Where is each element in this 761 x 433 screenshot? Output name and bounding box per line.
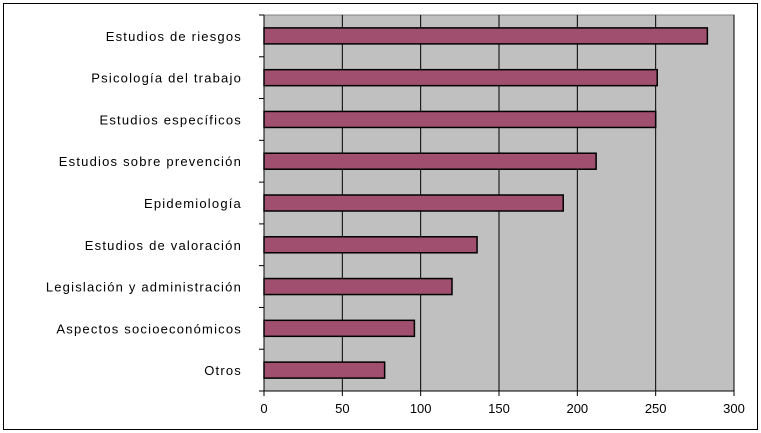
bars: [263, 27, 709, 379]
bar: [263, 277, 453, 296]
category-label: Psicología del trabajo: [91, 71, 242, 86]
bar: [263, 110, 657, 129]
x-tick-label: 50: [335, 401, 349, 416]
x-tick-label: 100: [410, 401, 432, 416]
category-label: Estudios específicos: [99, 112, 242, 127]
category-label: Estudios de riesgos: [106, 29, 242, 44]
category-label: Estudios sobre prevención: [59, 154, 242, 169]
x-tick-label: 200: [566, 401, 588, 416]
bar: [263, 152, 597, 170]
category-label: Legislación y administración: [46, 280, 242, 295]
x-tick-label: 300: [723, 401, 745, 416]
bar: [263, 236, 478, 254]
bar: [263, 361, 386, 379]
category-label: Aspectos socioeconómicos: [56, 321, 242, 336]
bar: [263, 27, 709, 45]
bar: [263, 319, 416, 338]
category-label: Otros: [204, 363, 242, 378]
x-tick-label: 250: [645, 401, 667, 416]
category-label: Epidemiología: [144, 196, 242, 211]
category-labels: Estudios de riesgos Psicología del trabaj…: [46, 29, 242, 378]
category-label: Estudios de valoración: [85, 238, 242, 253]
x-tick-label: 150: [488, 401, 510, 416]
x-axis-ticks: 0 50 100 150 200 250 300: [259, 14, 745, 416]
x-tick-label: 0: [260, 401, 267, 416]
bar: [263, 194, 564, 212]
bar: [263, 68, 658, 87]
